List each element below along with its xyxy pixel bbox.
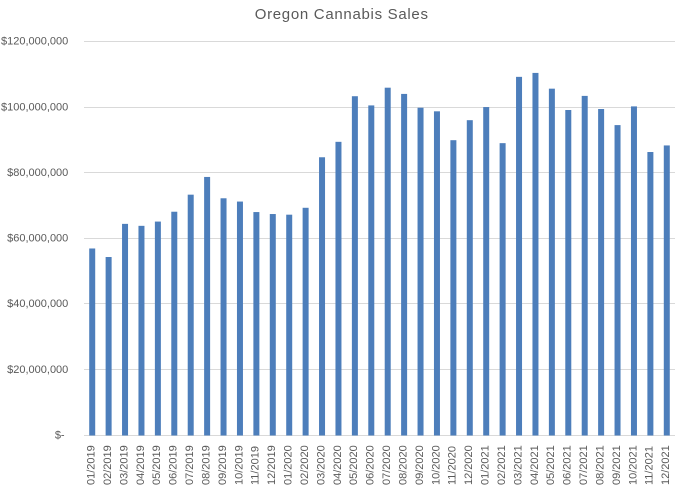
svg-text:01/2019: 01/2019 bbox=[86, 445, 98, 485]
svg-text:04/2021: 04/2021 bbox=[529, 445, 541, 485]
svg-text:02/2021: 02/2021 bbox=[496, 445, 508, 485]
svg-text:03/2021: 03/2021 bbox=[512, 445, 524, 485]
svg-text:07/2021: 07/2021 bbox=[578, 445, 590, 485]
svg-text:09/2021: 09/2021 bbox=[611, 445, 623, 485]
svg-text:08/2021: 08/2021 bbox=[594, 445, 606, 485]
svg-text:04/2019: 04/2019 bbox=[135, 445, 147, 485]
svg-text:10/2020: 10/2020 bbox=[430, 445, 442, 485]
svg-text:02/2019: 02/2019 bbox=[102, 445, 114, 485]
svg-text:11/2021: 11/2021 bbox=[644, 446, 656, 485]
svg-text:Oregon Cannabis Sales: Oregon Cannabis Sales bbox=[255, 6, 429, 23]
svg-text:11/2020: 11/2020 bbox=[447, 446, 459, 485]
svg-text:08/2020: 08/2020 bbox=[397, 445, 409, 485]
svg-text:$120,000,000: $120,000,000 bbox=[1, 36, 68, 48]
svg-text:$60,000,000: $60,000,000 bbox=[7, 233, 68, 245]
svg-text:02/2020: 02/2020 bbox=[299, 445, 311, 485]
svg-text:01/2020: 01/2020 bbox=[283, 445, 295, 485]
svg-text:$20,000,000: $20,000,000 bbox=[7, 364, 68, 376]
svg-text:12/2019: 12/2019 bbox=[266, 445, 278, 485]
svg-text:07/2020: 07/2020 bbox=[381, 445, 393, 485]
svg-text:10/2021: 10/2021 bbox=[627, 445, 639, 485]
svg-text:07/2019: 07/2019 bbox=[184, 445, 196, 485]
svg-text:06/2021: 06/2021 bbox=[562, 445, 574, 485]
svg-text:08/2019: 08/2019 bbox=[200, 445, 212, 485]
svg-text:09/2019: 09/2019 bbox=[217, 445, 229, 485]
svg-text:$100,000,000: $100,000,000 bbox=[1, 101, 68, 113]
svg-text:$80,000,000: $80,000,000 bbox=[7, 167, 68, 179]
svg-text:$40,000,000: $40,000,000 bbox=[7, 298, 68, 310]
svg-text:03/2019: 03/2019 bbox=[118, 445, 130, 485]
svg-text:06/2019: 06/2019 bbox=[168, 445, 180, 485]
svg-text:05/2020: 05/2020 bbox=[348, 445, 360, 485]
svg-text:03/2020: 03/2020 bbox=[315, 445, 327, 485]
svg-text:12/2020: 12/2020 bbox=[463, 445, 475, 485]
svg-text:$-: $- bbox=[55, 429, 65, 441]
svg-text:11/2019: 11/2019 bbox=[250, 446, 262, 485]
svg-text:12/2021: 12/2021 bbox=[660, 445, 672, 485]
svg-text:09/2020: 09/2020 bbox=[414, 445, 426, 485]
svg-text:05/2019: 05/2019 bbox=[151, 445, 163, 485]
svg-text:05/2021: 05/2021 bbox=[545, 445, 557, 485]
svg-text:10/2019: 10/2019 bbox=[233, 445, 245, 485]
svg-text:04/2020: 04/2020 bbox=[332, 445, 344, 485]
svg-text:06/2020: 06/2020 bbox=[365, 445, 377, 485]
svg-text:01/2021: 01/2021 bbox=[480, 445, 492, 485]
